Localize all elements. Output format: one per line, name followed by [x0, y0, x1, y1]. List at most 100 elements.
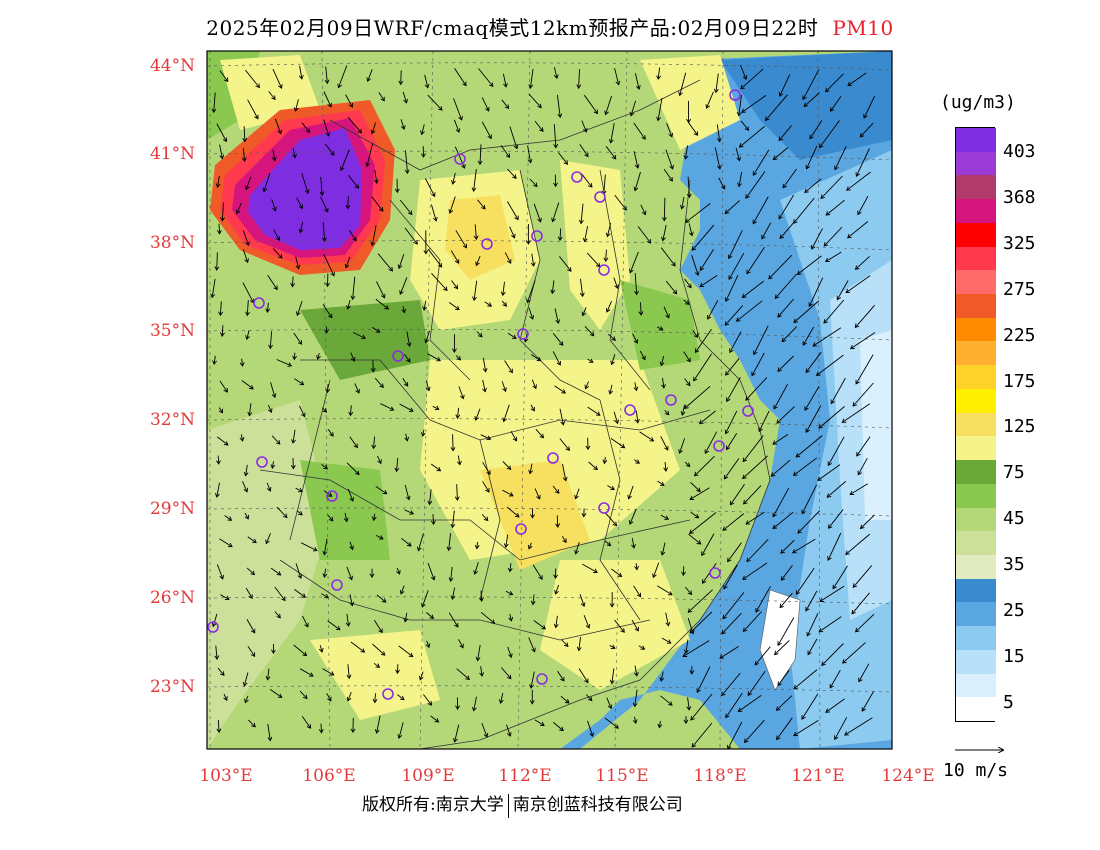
wind-arrowhead	[602, 459, 608, 465]
wind-arrowhead	[804, 406, 809, 411]
wind-arrowhead	[641, 355, 646, 361]
wind-arrowhead	[807, 650, 812, 656]
wind-arrowhead	[825, 211, 831, 216]
wind-arrowhead	[539, 433, 545, 439]
wind-arrowhead	[847, 81, 852, 87]
wind-arrowhead	[629, 268, 634, 274]
wind-arrowhead	[514, 215, 519, 221]
wind-arrowhead	[560, 420, 566, 426]
wind-arrowhead	[290, 282, 296, 288]
wind-vector	[724, 305, 744, 326]
wind-vector	[375, 486, 387, 495]
wind-arrowhead	[740, 84, 745, 90]
wind-arrowhead	[770, 472, 776, 477]
wind-vector	[455, 355, 461, 361]
wind-arrowhead	[425, 386, 431, 392]
wind-vector	[509, 563, 512, 572]
wind-arrowhead	[804, 188, 809, 193]
wind-vector	[502, 281, 505, 296]
wind-arrowhead	[218, 408, 223, 414]
wind-vector	[792, 538, 816, 554]
wind-arrowhead	[429, 614, 435, 619]
wind-arrowhead	[243, 487, 249, 493]
wind-vector	[425, 330, 430, 343]
wind-vector	[216, 564, 224, 580]
wind-vector	[663, 168, 673, 182]
wind-arrowhead	[707, 314, 712, 320]
legend-color-cell	[956, 626, 996, 651]
wind-vector	[274, 118, 282, 134]
wind-vector	[245, 464, 248, 476]
lat-label: 26°N	[149, 588, 195, 608]
wind-arrowhead	[297, 574, 303, 579]
taiwan-island	[759, 589, 801, 691]
wind-vector	[742, 280, 764, 298]
wind-vector	[327, 429, 334, 437]
wind-vector	[586, 252, 601, 268]
wind-arrowhead	[349, 545, 354, 551]
wind-vector	[346, 462, 360, 475]
wind-arrowhead	[287, 362, 293, 367]
wind-vector	[828, 509, 844, 529]
wind-arrowhead	[576, 646, 582, 652]
wind-arrowhead	[370, 129, 376, 135]
wind-arrowhead	[450, 447, 456, 452]
wind-arrowhead	[608, 389, 614, 395]
wind-vector	[780, 539, 795, 554]
wind-arrowhead	[610, 644, 616, 649]
wind-vector	[451, 280, 458, 289]
wind-arrowhead	[473, 235, 479, 241]
wind-vector	[793, 197, 815, 224]
wind-arrowhead	[777, 367, 782, 372]
wind-vector	[583, 615, 590, 629]
wind-arrowhead	[553, 623, 559, 629]
wind-vector	[682, 640, 710, 657]
wind-arrowhead	[477, 160, 483, 166]
wind-vector	[803, 92, 820, 107]
wind-arrowhead	[761, 234, 766, 240]
wind-vector	[631, 537, 635, 548]
wind-vector	[482, 379, 486, 392]
wind-vector	[221, 202, 224, 221]
wind-arrowhead	[295, 311, 301, 317]
wind-arrowhead	[557, 236, 563, 242]
legend-color-cell	[956, 317, 996, 342]
wind-arrowhead	[343, 517, 349, 523]
wind-arrowhead	[506, 465, 512, 471]
wind-arrowhead	[612, 521, 618, 527]
wind-arrowhead	[725, 713, 730, 719]
legend-color-cell	[956, 175, 996, 200]
wind-vector	[795, 567, 815, 595]
wind-vector	[606, 301, 612, 313]
city-marker	[594, 191, 606, 203]
lon-label: 106°E	[302, 766, 356, 786]
wind-arrowhead	[680, 411, 686, 416]
wind-arrowhead	[845, 550, 850, 555]
wind-arrowhead	[730, 500, 735, 506]
pm-purple-core	[248, 128, 362, 250]
wind-arrowhead	[271, 156, 277, 162]
wind-vector	[531, 253, 535, 267]
wind-vector	[404, 227, 418, 245]
wind-arrowhead	[579, 292, 585, 298]
wind-vector	[375, 534, 384, 540]
wind-arrowhead	[611, 336, 616, 341]
wind-arrowhead	[815, 371, 821, 376]
wind-arrowhead	[689, 529, 694, 534]
wind-arrowhead	[304, 189, 310, 195]
wind-vector	[679, 438, 686, 454]
wind-arrowhead	[576, 84, 582, 90]
wind-arrowhead	[348, 575, 353, 581]
wind-arrowhead	[550, 289, 556, 295]
wind-vector	[850, 332, 876, 350]
wind-arrowhead	[329, 671, 335, 676]
wind-vector	[271, 199, 276, 212]
wind-vector	[301, 172, 309, 194]
wind-arrowhead	[854, 265, 860, 270]
wind-arrowhead	[555, 319, 561, 325]
wind-vector	[793, 457, 818, 476]
wind-vector	[605, 512, 617, 526]
wind-vector	[701, 533, 715, 556]
wind-vector	[776, 406, 795, 424]
wind-arrowhead	[593, 465, 598, 471]
